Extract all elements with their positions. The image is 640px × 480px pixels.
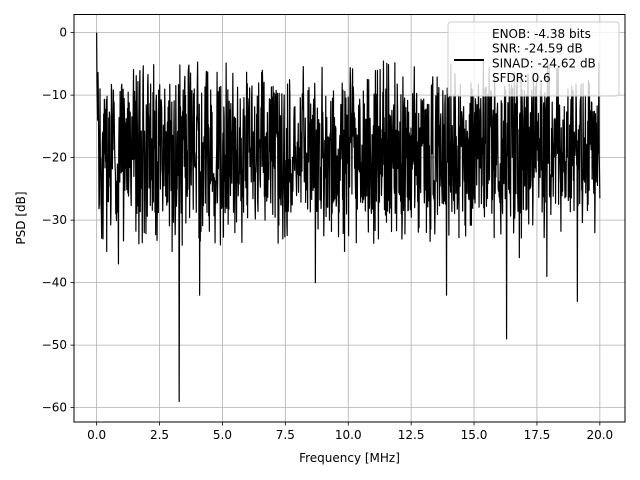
legend-entry-text: ENOB: -4.38 bits SNR: -24.59 dB SINAD: -24… xyxy=(492,27,596,85)
legend-text-line: SFDR: 0.6 xyxy=(492,71,551,85)
y-tick-label: 0 xyxy=(59,26,67,40)
y-tick-label: −30 xyxy=(42,213,67,227)
plot-frame xyxy=(73,14,626,423)
y-axis-label: PSD [dB] xyxy=(14,191,28,244)
y-tick-label: −40 xyxy=(42,276,67,290)
x-tick-label: 20.0 xyxy=(586,428,613,442)
x-tick-label: 17.5 xyxy=(524,428,551,442)
legend: ENOB: -4.38 bits SNR: -24.59 dB SINAD: -24… xyxy=(447,21,620,97)
y-tick-label: −10 xyxy=(42,88,67,102)
y-axis-ticks: 0 −10 −20 −30 −40 −50 −60 xyxy=(42,26,74,415)
x-tick-label: 10.0 xyxy=(335,428,362,442)
legend-text-line: ENOB: -4.38 bits xyxy=(492,27,591,41)
x-tick-label: 12.5 xyxy=(398,428,425,442)
x-axis-label: Frequency [MHz] xyxy=(299,451,400,465)
x-tick-label: 7.5 xyxy=(276,428,295,442)
y-tick-label: −60 xyxy=(42,401,67,415)
x-tick-label: 5.0 xyxy=(213,428,232,442)
x-tick-label: 0.0 xyxy=(87,428,106,442)
legend-text-line: SNR: -24.59 dB xyxy=(492,42,583,56)
legend-box xyxy=(447,21,620,97)
x-axis-ticks: 0.0 2.5 5.0 7.5 10.0 12.5 15.0 17.5 20.0 xyxy=(87,422,613,442)
y-tick-label: −50 xyxy=(42,338,67,352)
x-tick-label: 15.0 xyxy=(461,428,488,442)
y-tick-label: −20 xyxy=(42,151,67,165)
legend-text-line: SINAD: -24.62 dB xyxy=(492,56,596,70)
x-tick-label: 2.5 xyxy=(150,428,169,442)
psd-series-line xyxy=(96,32,601,402)
psd-trace xyxy=(96,32,601,402)
